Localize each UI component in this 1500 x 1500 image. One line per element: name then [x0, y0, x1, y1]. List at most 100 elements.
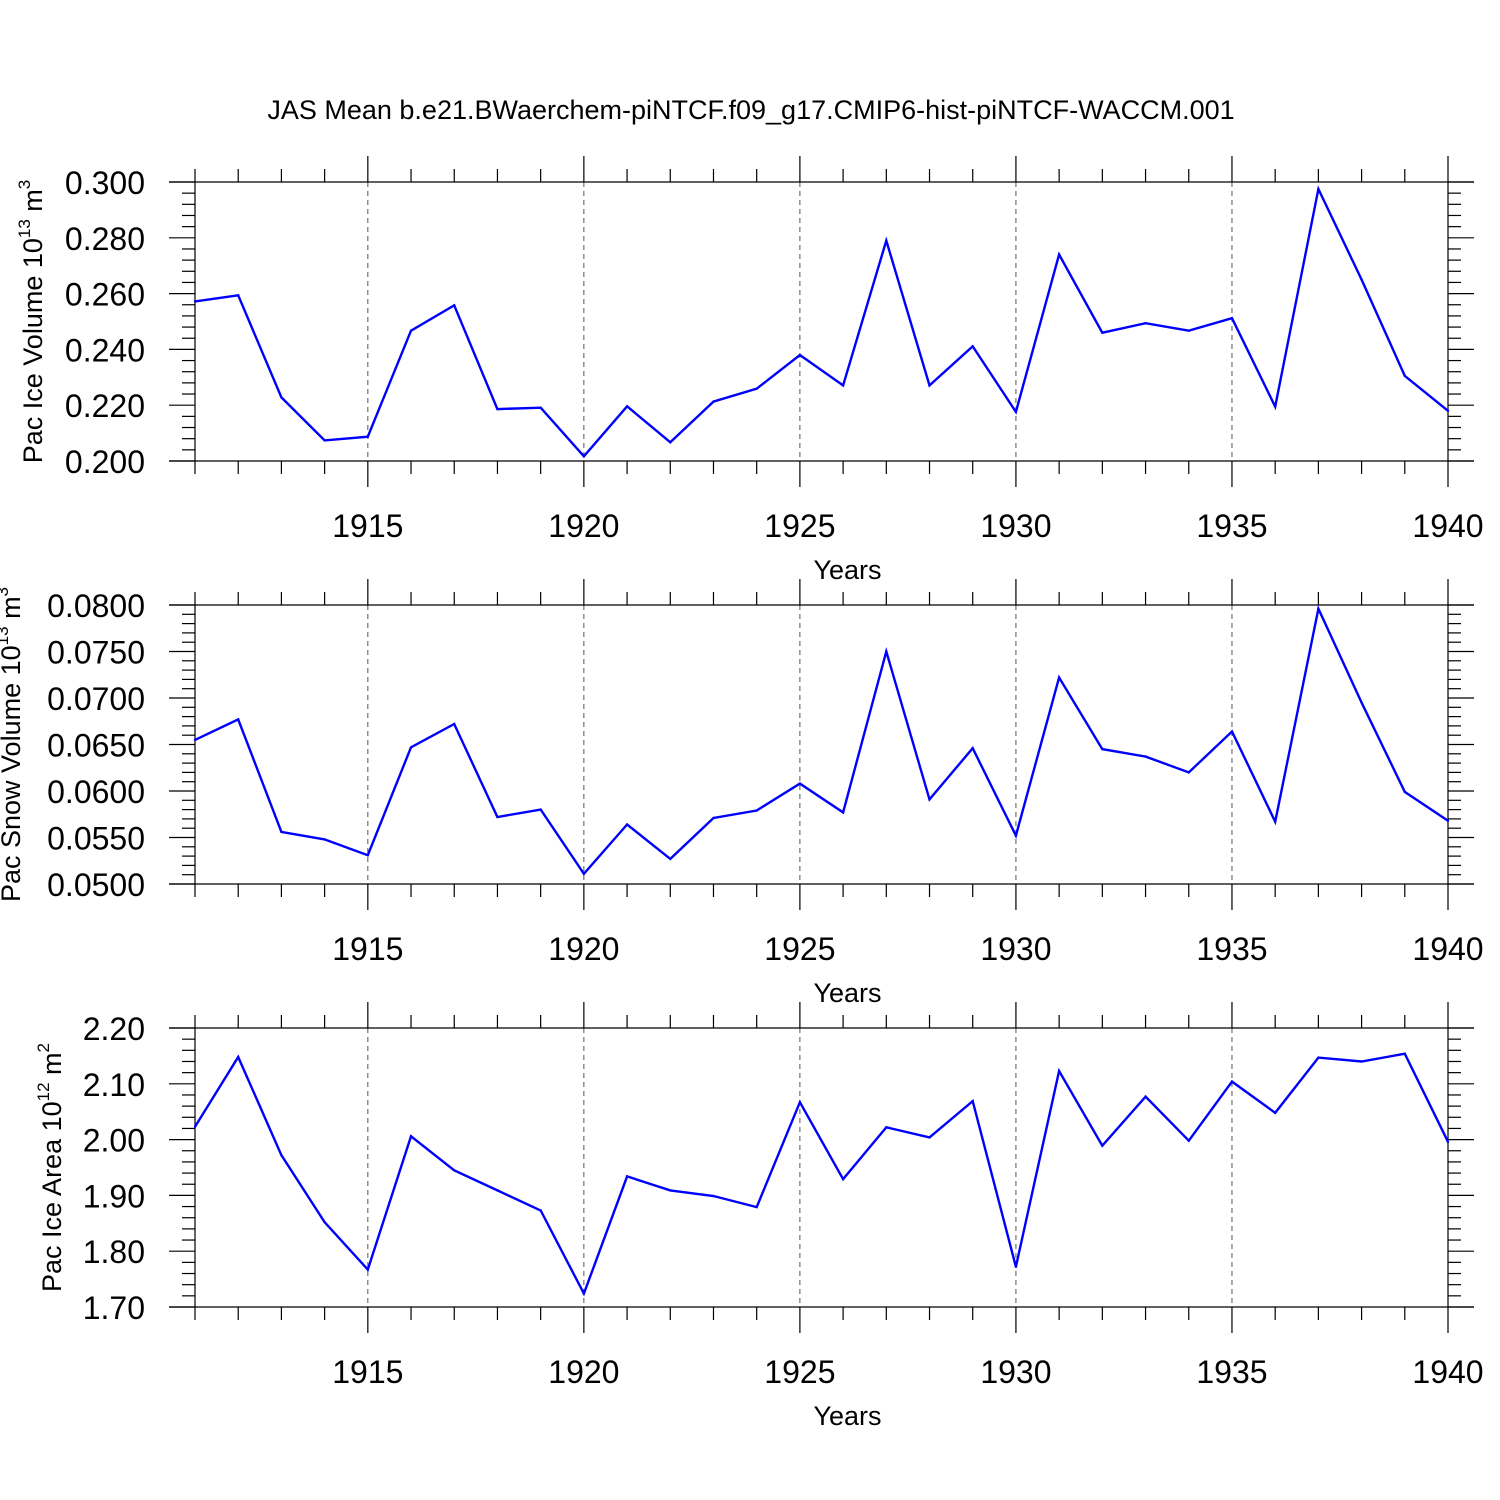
data-point — [1446, 1140, 1450, 1144]
data-point — [1360, 278, 1363, 281]
data-point — [625, 1175, 629, 1178]
data-point — [237, 1055, 240, 1059]
data-point — [841, 384, 845, 387]
y-axis-label: Pac Snow Volume 1013 m3 — [0, 587, 26, 902]
x-tick-label: 1920 — [548, 931, 619, 967]
y-tick-label: 0.0700 — [47, 681, 145, 717]
data-point — [928, 384, 931, 387]
data-point — [582, 1292, 586, 1295]
data-point — [625, 823, 629, 826]
y-tick-label: 2.00 — [83, 1123, 145, 1159]
data-point — [1230, 1080, 1234, 1083]
y-tick-label: 0.0650 — [47, 728, 145, 764]
y-axis-label-unit: m — [37, 1052, 67, 1082]
data-point — [1230, 730, 1234, 733]
data-point — [1446, 409, 1450, 412]
x-tick-label: 1915 — [332, 508, 403, 544]
data-point — [539, 1209, 542, 1212]
data-point — [669, 441, 672, 444]
x-tick-label: 1915 — [332, 1354, 403, 1390]
data-point — [1057, 253, 1061, 256]
y-tick-label: 2.10 — [83, 1067, 145, 1103]
series-line — [193, 1052, 1450, 1297]
data-point — [1317, 607, 1320, 610]
y-tick-label: 0.0600 — [47, 774, 145, 810]
y-axis-label-main: Pac Ice Area 10 — [37, 1101, 67, 1292]
y-axis-label-unit-exponent: 3 — [0, 587, 12, 596]
x-tick-label: 1920 — [548, 1354, 619, 1390]
x-tick-label: 1920 — [548, 508, 619, 544]
y-axis-label-unit-exponent: 3 — [15, 180, 34, 189]
data-point — [582, 455, 586, 458]
y-tick-label: 0.0800 — [47, 588, 145, 624]
data-point — [323, 838, 326, 841]
y-tick-label: 0.260 — [65, 277, 145, 313]
data-point — [928, 1136, 931, 1139]
data-point — [496, 407, 499, 411]
y-tick-label: 0.280 — [65, 221, 145, 257]
data-point — [366, 1268, 370, 1271]
data-point — [409, 746, 413, 749]
data-point — [971, 1099, 974, 1103]
x-axis-label: Years — [813, 978, 881, 1008]
data-point — [1403, 1052, 1406, 1055]
data-point — [712, 400, 715, 403]
y-tick-label: 1.70 — [83, 1290, 145, 1326]
data-point — [1273, 1111, 1277, 1115]
y-axis-label-unit-exponent: 2 — [34, 1043, 53, 1052]
data-point — [971, 747, 974, 750]
data-point — [1317, 187, 1320, 191]
panels: 1915 1920 1925 1930 1935 1940 Years 0.200 0.220 0… — [0, 156, 1484, 1431]
x-tick-label: 1935 — [1196, 931, 1267, 967]
data-point — [193, 738, 197, 742]
data-point — [496, 815, 499, 819]
data-point — [453, 1169, 456, 1172]
data-point — [841, 811, 845, 814]
data-point — [1144, 321, 1147, 325]
y-tick-label: 1.80 — [83, 1234, 145, 1270]
y-axis-label: Pac Ice Volume 1013 m3 — [15, 180, 48, 464]
data-point — [193, 1125, 197, 1128]
data-point — [669, 857, 672, 861]
data-point — [755, 1205, 758, 1209]
y-tick-label: 1.90 — [83, 1178, 145, 1214]
y-axis-label-exponent: 12 — [34, 1082, 53, 1101]
data-point — [366, 435, 370, 438]
y-tick-label: 0.300 — [65, 165, 145, 201]
x-tick-label: 1930 — [980, 1354, 1051, 1390]
y-tick-label: 0.240 — [65, 332, 145, 368]
x-tick-label: 1940 — [1412, 508, 1483, 544]
series-line — [194, 185, 1449, 459]
data-point — [712, 816, 715, 820]
data-point — [366, 853, 370, 857]
data-point — [625, 405, 629, 408]
y-tick-label: 0.220 — [65, 388, 145, 424]
data-point — [1403, 374, 1406, 378]
data-point — [453, 304, 456, 307]
data-point — [755, 387, 758, 390]
y-tick-label: 0.0500 — [47, 867, 145, 903]
data-point — [409, 1135, 413, 1138]
data-point — [280, 396, 283, 399]
x-tick-label: 1930 — [980, 931, 1051, 967]
data-point — [1101, 747, 1104, 751]
data-point — [1144, 755, 1147, 758]
chart-panel-3: 1915 1920 1925 1930 1935 1940 Years 1.70 1.80 1.9… — [34, 1002, 1484, 1431]
data-point — [409, 329, 413, 332]
data-point — [928, 798, 931, 801]
x-tick-label: 1930 — [980, 508, 1051, 544]
y-axis-label: Pac Ice Area 1012 m2 — [34, 1043, 67, 1292]
y-axis-label-main: Pac Ice Volume 10 — [18, 238, 48, 463]
data-point — [1360, 1060, 1363, 1063]
data-point — [1057, 676, 1061, 679]
data-point — [280, 1154, 283, 1157]
y-tick-label: 2.20 — [83, 1011, 145, 1047]
data-point — [582, 872, 586, 875]
data-point — [1446, 819, 1450, 822]
data-point — [323, 1220, 326, 1224]
figure-title: JAS Mean b.e21.BWaerchem-piNTCF.f09_g17.… — [267, 95, 1234, 125]
y-tick-label: 0.200 — [65, 444, 145, 480]
data-point — [1187, 1139, 1190, 1142]
y-axis-label-exponent: 13 — [0, 626, 12, 645]
x-tick-label: 1925 — [764, 931, 835, 967]
